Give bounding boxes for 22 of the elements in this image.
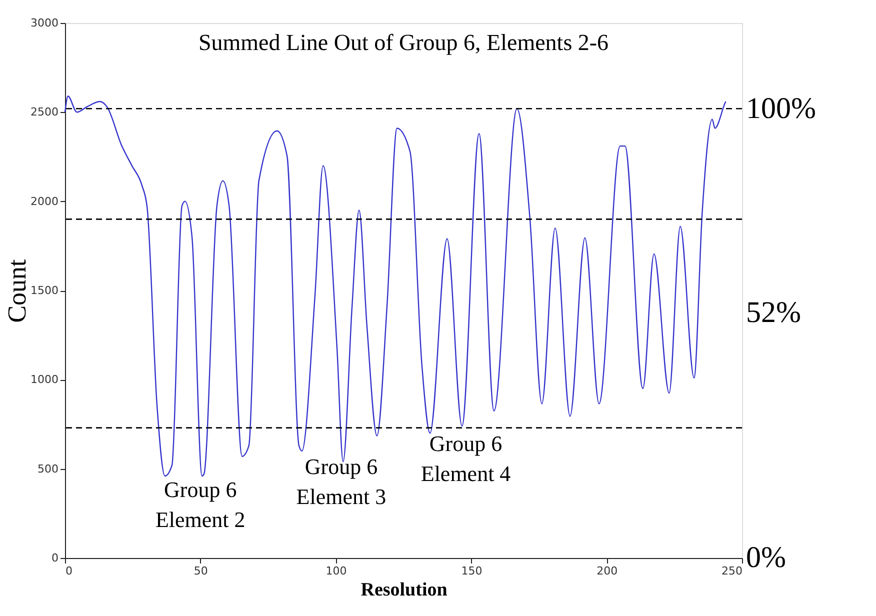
text: 0% (746, 541, 786, 574)
y-tick-label: 1500 (30, 284, 58, 297)
annotation: Group 6 Element 4 (420, 430, 511, 486)
x-tick-label: 50 (194, 564, 208, 578)
y-tick-label: 0 (52, 552, 58, 564)
x-tick-label: 150 (461, 564, 482, 578)
chart-title: Summed Line Out of Group 6, Elements 2-6 (198, 30, 609, 55)
x-tick-label: 0 (66, 564, 72, 578)
y-tick-label: 500 (38, 462, 58, 476)
x-axis-title: Resolution (360, 580, 448, 600)
y-tick-label: 2500 (30, 106, 58, 119)
x-tick-label: 200 (596, 564, 618, 578)
text: 100% (746, 92, 816, 125)
annotation: Group 6 Element 3 (296, 454, 386, 509)
x-tick-label: 100 (326, 564, 347, 578)
x-tick-label: 250 (722, 564, 742, 578)
y-tick-label: 3000 (30, 16, 58, 30)
text: 52% (746, 296, 801, 329)
annotation: Group 6 Element 2 (155, 477, 246, 532)
y-tick-label: 2000 (30, 194, 58, 208)
y-tick-label: 1000 (30, 373, 58, 386)
y-axis-title: Count (2, 258, 32, 323)
